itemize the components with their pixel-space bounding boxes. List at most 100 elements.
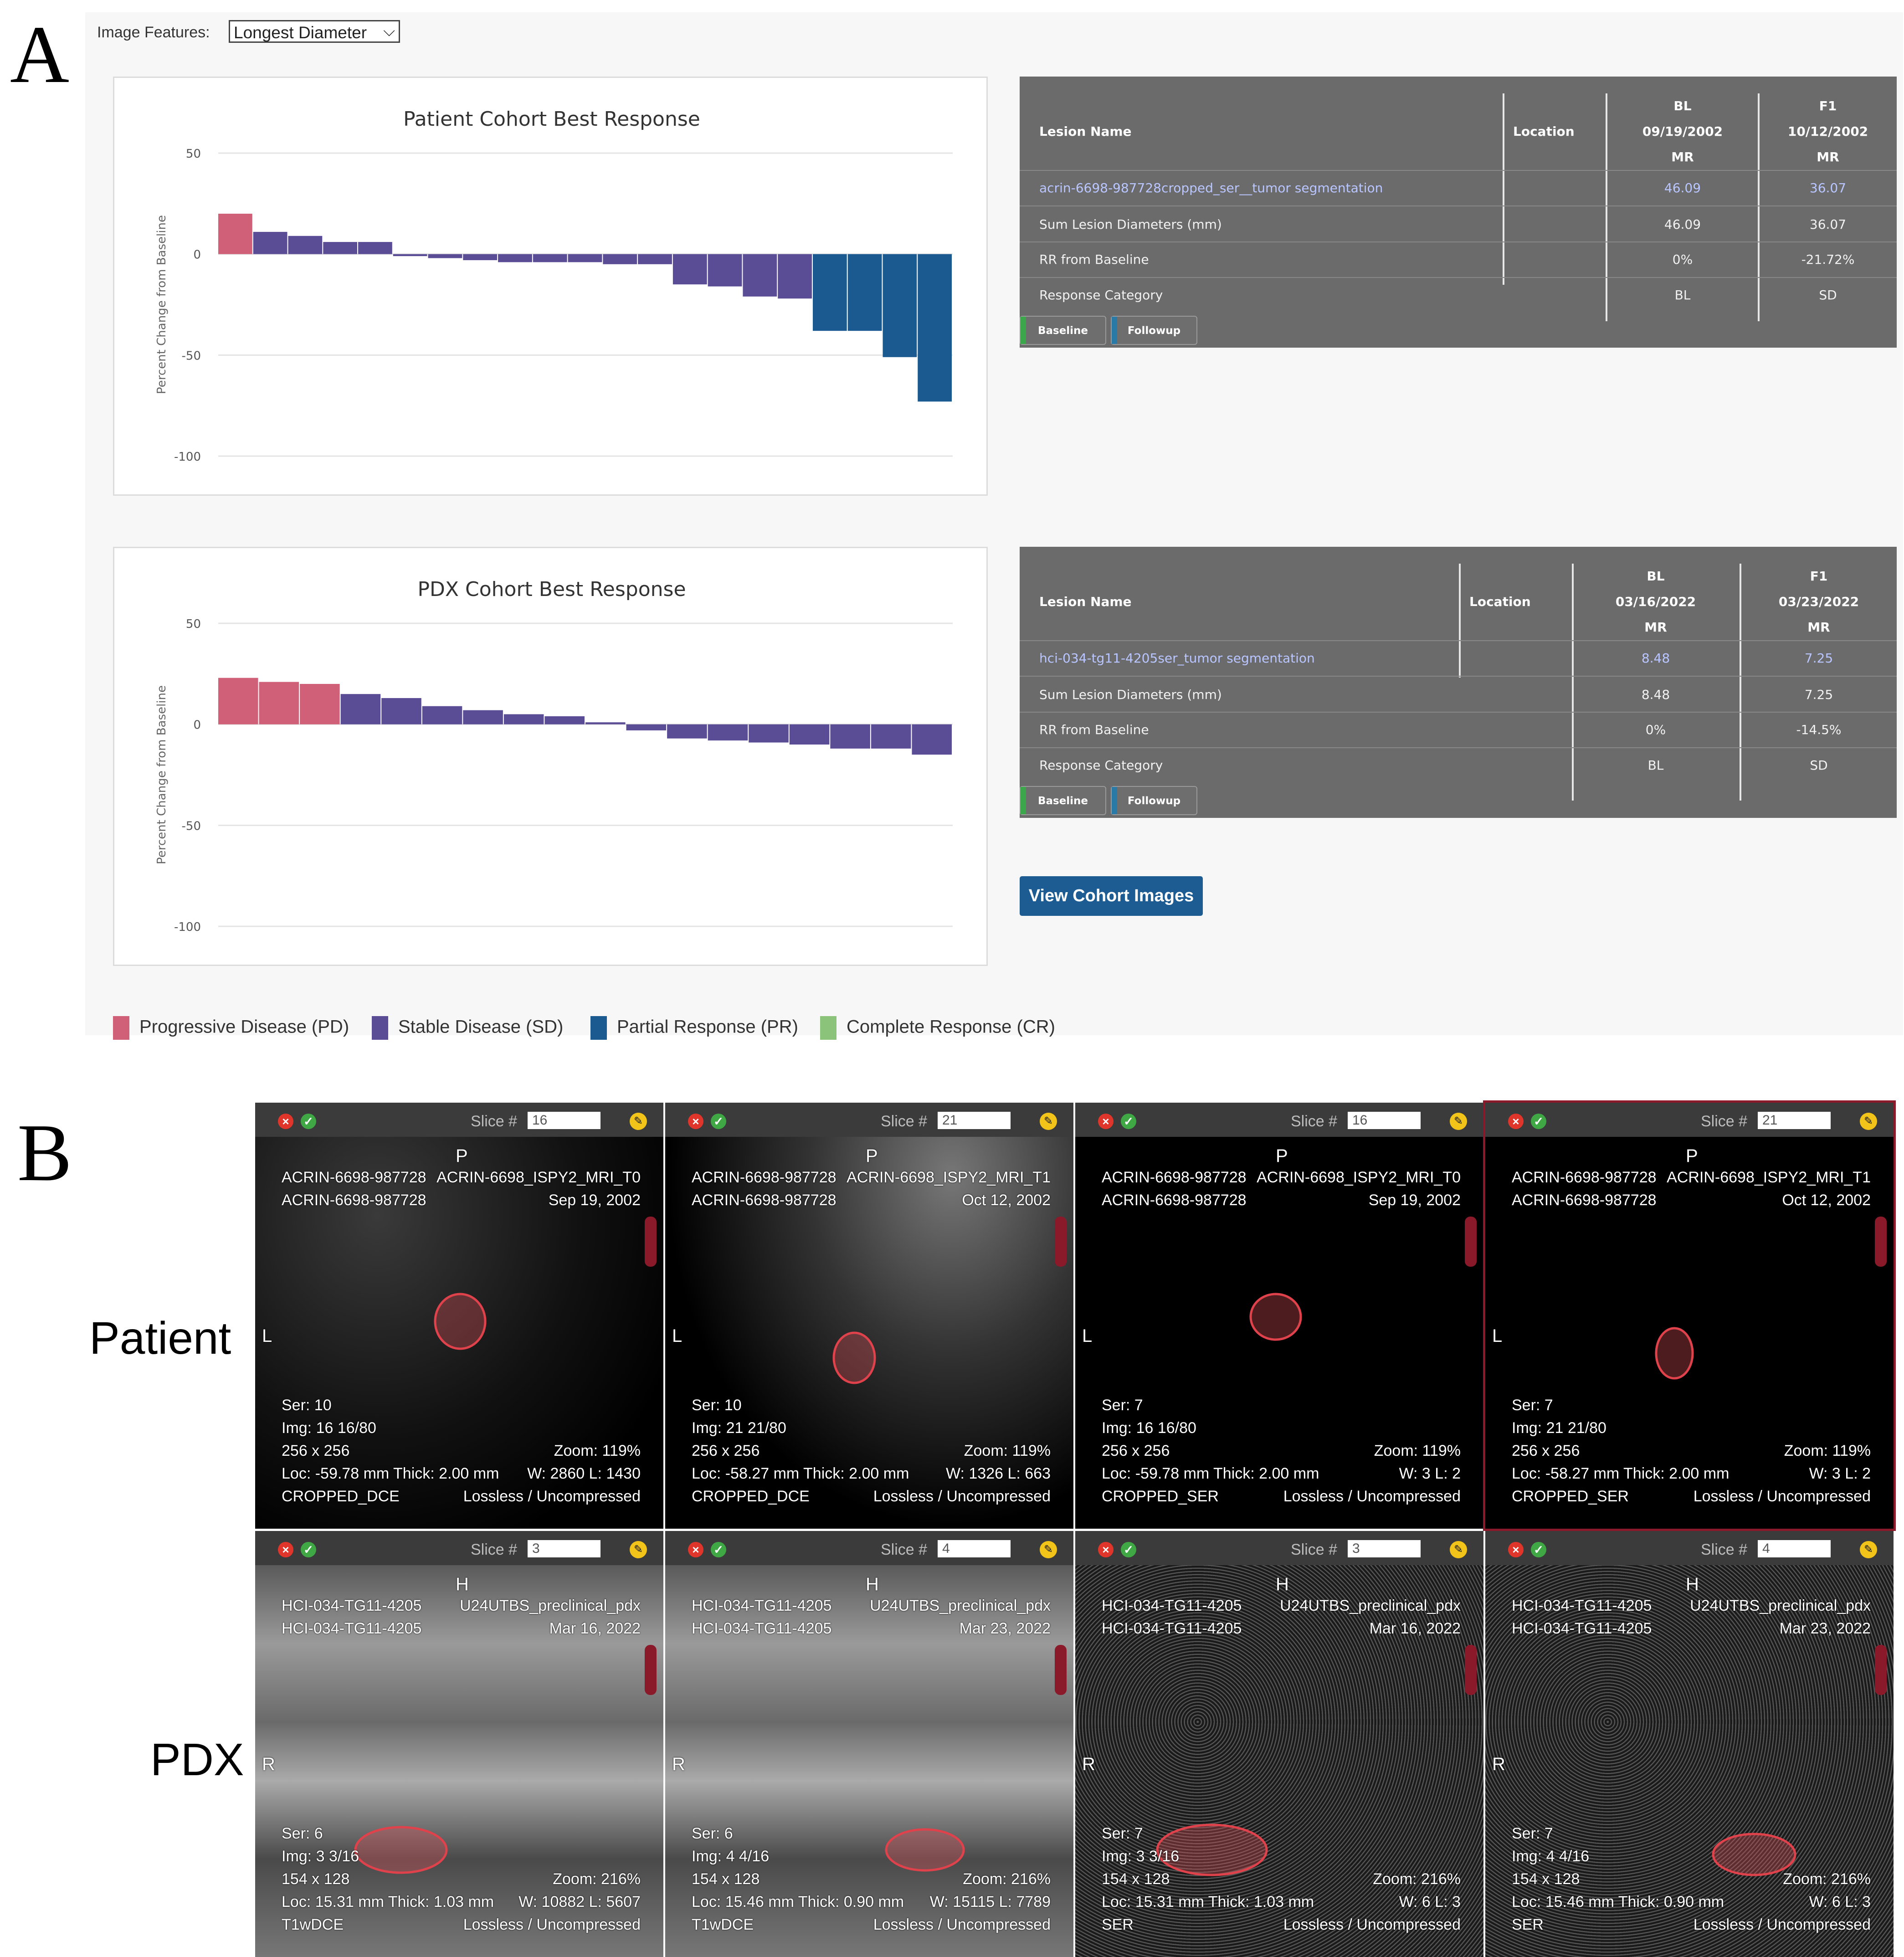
lesion-bl-value[interactable]: 8.48	[1641, 651, 1670, 666]
slice-number-input[interactable]: 3	[528, 1540, 600, 1557]
bar[interactable]	[568, 254, 602, 262]
slice-scroll-handle[interactable]	[1465, 1217, 1477, 1267]
slice-number-input[interactable]: 4	[938, 1540, 1011, 1557]
close-icon[interactable]: ×	[1098, 1542, 1114, 1557]
mri-breast-image[interactable]	[1075, 1137, 1483, 1529]
slice-number-input[interactable]: 4	[1758, 1540, 1831, 1557]
expand-icon[interactable]: ✓	[711, 1542, 726, 1557]
bar[interactable]	[533, 254, 567, 262]
slice-scroll-handle[interactable]	[1875, 1645, 1887, 1695]
bar[interactable]	[830, 724, 870, 749]
image-viewer[interactable]: × ✓ Slice # 4 ✎ H R HCI-034-TG11-4205 U24UTBS_pr…	[1485, 1531, 1894, 1957]
close-icon[interactable]: ×	[1508, 1542, 1524, 1557]
expand-icon[interactable]: ✓	[1121, 1114, 1136, 1129]
bar[interactable]	[918, 254, 952, 402]
bar[interactable]	[428, 254, 462, 258]
bar[interactable]	[463, 254, 498, 260]
slice-number-input[interactable]: 16	[1348, 1112, 1421, 1129]
bar[interactable]	[300, 684, 340, 724]
bar[interactable]	[288, 236, 323, 254]
lesion-bl-value[interactable]: 46.09	[1664, 180, 1701, 195]
bar[interactable]	[463, 710, 503, 724]
slice-scroll-handle[interactable]	[1465, 1645, 1477, 1695]
bar[interactable]	[626, 724, 667, 730]
bar[interactable]	[672, 254, 707, 285]
close-icon[interactable]: ×	[1508, 1114, 1524, 1129]
expand-icon[interactable]: ✓	[711, 1114, 726, 1129]
pencil-icon[interactable]: ✎	[1040, 1541, 1057, 1558]
expand-icon[interactable]: ✓	[1531, 1542, 1546, 1557]
bar[interactable]	[381, 698, 421, 724]
pencil-icon[interactable]: ✎	[630, 1541, 647, 1558]
bar[interactable]	[812, 254, 847, 331]
slice-scroll-handle[interactable]	[1055, 1645, 1067, 1695]
bar[interactable]	[358, 242, 392, 254]
mri-breast-image[interactable]	[255, 1137, 663, 1529]
bar[interactable]	[259, 682, 299, 724]
expand-icon[interactable]: ✓	[301, 1542, 316, 1557]
bar[interactable]	[603, 254, 637, 264]
bar[interactable]	[638, 254, 672, 264]
pencil-icon[interactable]: ✎	[1450, 1541, 1467, 1558]
close-icon[interactable]: ×	[688, 1114, 703, 1129]
bar[interactable]	[218, 678, 258, 724]
image-viewer[interactable]: × ✓ Slice # 16 ✎ P L ACRIN-6698-987728 ACRIN-669…	[255, 1103, 663, 1529]
bar[interactable]	[749, 724, 789, 743]
image-viewer[interactable]: × ✓ Slice # 21 ✎ P L ACRIN-6698-987728 ACRIN-669…	[1483, 1100, 1896, 1531]
expand-icon[interactable]: ✓	[1121, 1542, 1136, 1557]
close-icon[interactable]: ×	[1098, 1114, 1114, 1129]
bar[interactable]	[883, 254, 917, 357]
bar[interactable]	[871, 724, 911, 749]
lesion-name-link[interactable]: acrin-6698-987728cropped_ser__tumor segm…	[1039, 180, 1383, 195]
slice-number-input[interactable]: 21	[1758, 1112, 1831, 1129]
pencil-icon[interactable]: ✎	[1860, 1113, 1877, 1130]
bar[interactable]	[253, 231, 287, 254]
followup-button[interactable]: Followup	[1111, 786, 1197, 815]
image-viewer[interactable]: × ✓ Slice # 4 ✎ H R HCI-034-TG11-4205 U24UTBS_pr…	[665, 1531, 1073, 1957]
slice-scroll-handle[interactable]	[1055, 1217, 1067, 1267]
view-cohort-images-button[interactable]: View Cohort Images	[1020, 876, 1203, 916]
bar[interactable]	[498, 254, 532, 262]
baseline-button[interactable]: Baseline	[1020, 786, 1106, 815]
close-icon[interactable]: ×	[278, 1542, 293, 1557]
image-viewer[interactable]: × ✓ Slice # 21 ✎ P L ACRIN-6698-987728 ACRIN-669…	[665, 1103, 1073, 1529]
bar[interactable]	[743, 254, 777, 297]
bar[interactable]	[912, 724, 952, 755]
baseline-button[interactable]: Baseline	[1020, 316, 1106, 345]
bar[interactable]	[789, 724, 830, 745]
bar[interactable]	[544, 716, 585, 724]
bar[interactable]	[847, 254, 882, 331]
bar[interactable]	[393, 254, 427, 257]
bar[interactable]	[323, 242, 358, 254]
bar[interactable]	[667, 724, 707, 739]
mri-pdx-image[interactable]	[255, 1565, 663, 1957]
mri-breast-image[interactable]	[1485, 1137, 1894, 1529]
slice-number-input[interactable]: 21	[938, 1112, 1011, 1129]
pencil-icon[interactable]: ✎	[1040, 1113, 1057, 1130]
bar[interactable]	[422, 706, 462, 724]
image-features-select[interactable]: Longest Diameter ⌵	[229, 20, 400, 43]
slice-number-input[interactable]: 16	[528, 1112, 600, 1129]
image-viewer[interactable]: × ✓ Slice # 3 ✎ H R HCI-034-TG11-4205 U24UTBS_pr…	[1075, 1531, 1483, 1957]
bar[interactable]	[778, 254, 812, 299]
pencil-icon[interactable]: ✎	[630, 1113, 647, 1130]
mri-breast-image[interactable]	[665, 1137, 1073, 1529]
slice-number-input[interactable]: 3	[1348, 1540, 1421, 1557]
mri-pdx-image[interactable]	[665, 1565, 1073, 1957]
bar[interactable]	[218, 214, 252, 254]
image-viewer[interactable]: × ✓ Slice # 3 ✎ H R HCI-034-TG11-4205 U24UTBS_pr…	[255, 1531, 663, 1957]
expand-icon[interactable]: ✓	[1531, 1114, 1546, 1129]
close-icon[interactable]: ×	[278, 1114, 293, 1129]
slice-scroll-handle[interactable]	[1875, 1217, 1887, 1267]
image-viewer[interactable]: × ✓ Slice # 16 ✎ P L ACRIN-6698-987728 ACRIN-669…	[1075, 1103, 1483, 1529]
bar[interactable]	[585, 722, 626, 724]
bar[interactable]	[340, 694, 381, 724]
bar[interactable]	[503, 714, 544, 724]
bar[interactable]	[708, 254, 742, 287]
bar[interactable]	[708, 724, 748, 741]
slice-scroll-handle[interactable]	[645, 1645, 657, 1695]
lesion-name-link[interactable]: hci-034-tg11-4205ser_tumor segmentation	[1039, 651, 1315, 666]
lesion-f1-value[interactable]: 36.07	[1809, 180, 1847, 195]
lesion-f1-value[interactable]: 7.25	[1804, 651, 1833, 666]
mri-pdx-image[interactable]	[1075, 1565, 1483, 1957]
